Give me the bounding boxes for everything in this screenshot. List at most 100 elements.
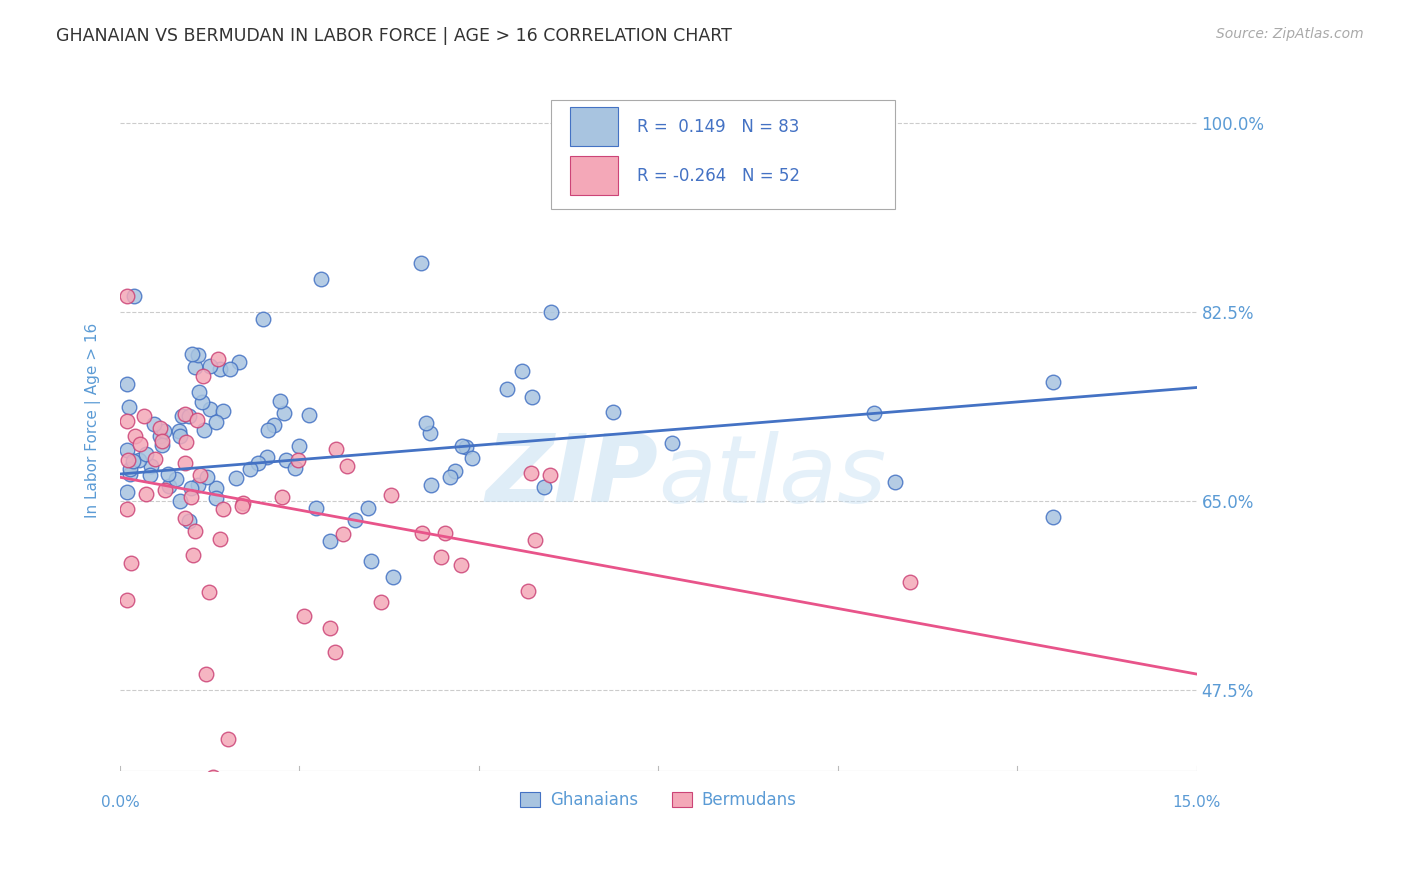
Point bbox=[239, 462, 262, 476]
Text: ZIP: ZIP bbox=[485, 430, 658, 522]
Point bbox=[451, 438, 474, 452]
Point bbox=[325, 645, 347, 659]
Point bbox=[167, 424, 190, 438]
Point bbox=[332, 526, 354, 541]
Point bbox=[292, 609, 315, 624]
Point bbox=[187, 348, 209, 362]
Point bbox=[173, 456, 195, 470]
Point bbox=[207, 351, 229, 366]
Point bbox=[134, 409, 156, 423]
Point bbox=[450, 558, 472, 572]
Point bbox=[124, 288, 146, 302]
Point bbox=[434, 525, 457, 540]
Point bbox=[208, 361, 231, 376]
Point bbox=[188, 468, 211, 483]
Point bbox=[520, 467, 543, 481]
Point bbox=[336, 459, 359, 474]
Point bbox=[115, 377, 138, 392]
Point bbox=[143, 452, 166, 467]
Text: GHANAIAN VS BERMUDAN IN LABOR FORCE | AGE > 16 CORRELATION CHART: GHANAIAN VS BERMUDAN IN LABOR FORCE | AG… bbox=[56, 27, 733, 45]
Point bbox=[115, 288, 138, 302]
Legend: Ghanaians, Bermudans: Ghanaians, Bermudans bbox=[513, 784, 803, 816]
Point bbox=[176, 435, 198, 450]
Point bbox=[120, 467, 142, 481]
Point bbox=[170, 409, 193, 423]
Point bbox=[181, 548, 204, 562]
Point bbox=[533, 480, 555, 494]
Point bbox=[118, 462, 141, 476]
Point bbox=[430, 549, 453, 564]
Text: Source: ZipAtlas.com: Source: ZipAtlas.com bbox=[1216, 27, 1364, 41]
Point bbox=[1042, 375, 1064, 389]
Point bbox=[193, 423, 215, 437]
Point bbox=[117, 453, 139, 467]
Point bbox=[257, 423, 280, 437]
Point bbox=[115, 501, 138, 516]
FancyBboxPatch shape bbox=[569, 156, 619, 195]
Point bbox=[174, 407, 197, 421]
Point bbox=[128, 453, 150, 467]
Text: atlas: atlas bbox=[658, 431, 887, 522]
Point bbox=[149, 429, 172, 443]
Point bbox=[228, 355, 250, 369]
Point bbox=[360, 553, 382, 567]
Point bbox=[195, 667, 218, 681]
Point bbox=[195, 470, 218, 484]
Point bbox=[150, 434, 173, 448]
Point bbox=[309, 272, 332, 286]
Point bbox=[198, 585, 221, 599]
Point bbox=[661, 436, 683, 450]
Point bbox=[411, 256, 433, 270]
Point bbox=[118, 400, 141, 414]
Point bbox=[142, 417, 165, 431]
Point bbox=[157, 479, 180, 493]
Point bbox=[461, 451, 484, 466]
Point bbox=[198, 402, 221, 417]
Point bbox=[184, 524, 207, 538]
Point bbox=[1042, 510, 1064, 524]
Point bbox=[169, 429, 191, 443]
Point bbox=[602, 405, 624, 419]
Point bbox=[540, 305, 562, 319]
FancyBboxPatch shape bbox=[551, 100, 896, 209]
Point bbox=[204, 481, 226, 495]
Point bbox=[510, 364, 533, 378]
Point bbox=[225, 470, 247, 484]
Point bbox=[124, 428, 146, 442]
Point bbox=[269, 393, 291, 408]
Point bbox=[520, 390, 543, 404]
Point bbox=[252, 312, 274, 326]
Point bbox=[150, 438, 173, 452]
Point bbox=[419, 426, 441, 441]
Point bbox=[232, 496, 254, 510]
Point bbox=[139, 459, 162, 474]
Point bbox=[138, 467, 160, 482]
Point bbox=[204, 491, 226, 505]
Point bbox=[284, 460, 307, 475]
Point bbox=[274, 453, 297, 467]
Point bbox=[271, 490, 294, 504]
Point bbox=[174, 511, 197, 525]
Point bbox=[263, 417, 285, 432]
Point bbox=[496, 382, 519, 396]
Point bbox=[231, 499, 253, 513]
Point bbox=[129, 437, 152, 451]
Point bbox=[538, 468, 561, 483]
Point bbox=[202, 770, 225, 784]
Point bbox=[135, 447, 157, 461]
Point bbox=[179, 409, 201, 424]
Point bbox=[247, 456, 270, 470]
Point bbox=[211, 404, 233, 418]
Point bbox=[304, 501, 326, 516]
Point bbox=[381, 570, 404, 584]
Point bbox=[862, 406, 884, 420]
Point bbox=[190, 395, 212, 409]
Point bbox=[884, 475, 907, 489]
Point bbox=[443, 464, 465, 478]
Point bbox=[411, 526, 433, 541]
Point bbox=[415, 416, 437, 430]
Point bbox=[153, 483, 176, 498]
Point bbox=[180, 482, 202, 496]
Point bbox=[419, 477, 441, 491]
Point bbox=[115, 413, 138, 427]
